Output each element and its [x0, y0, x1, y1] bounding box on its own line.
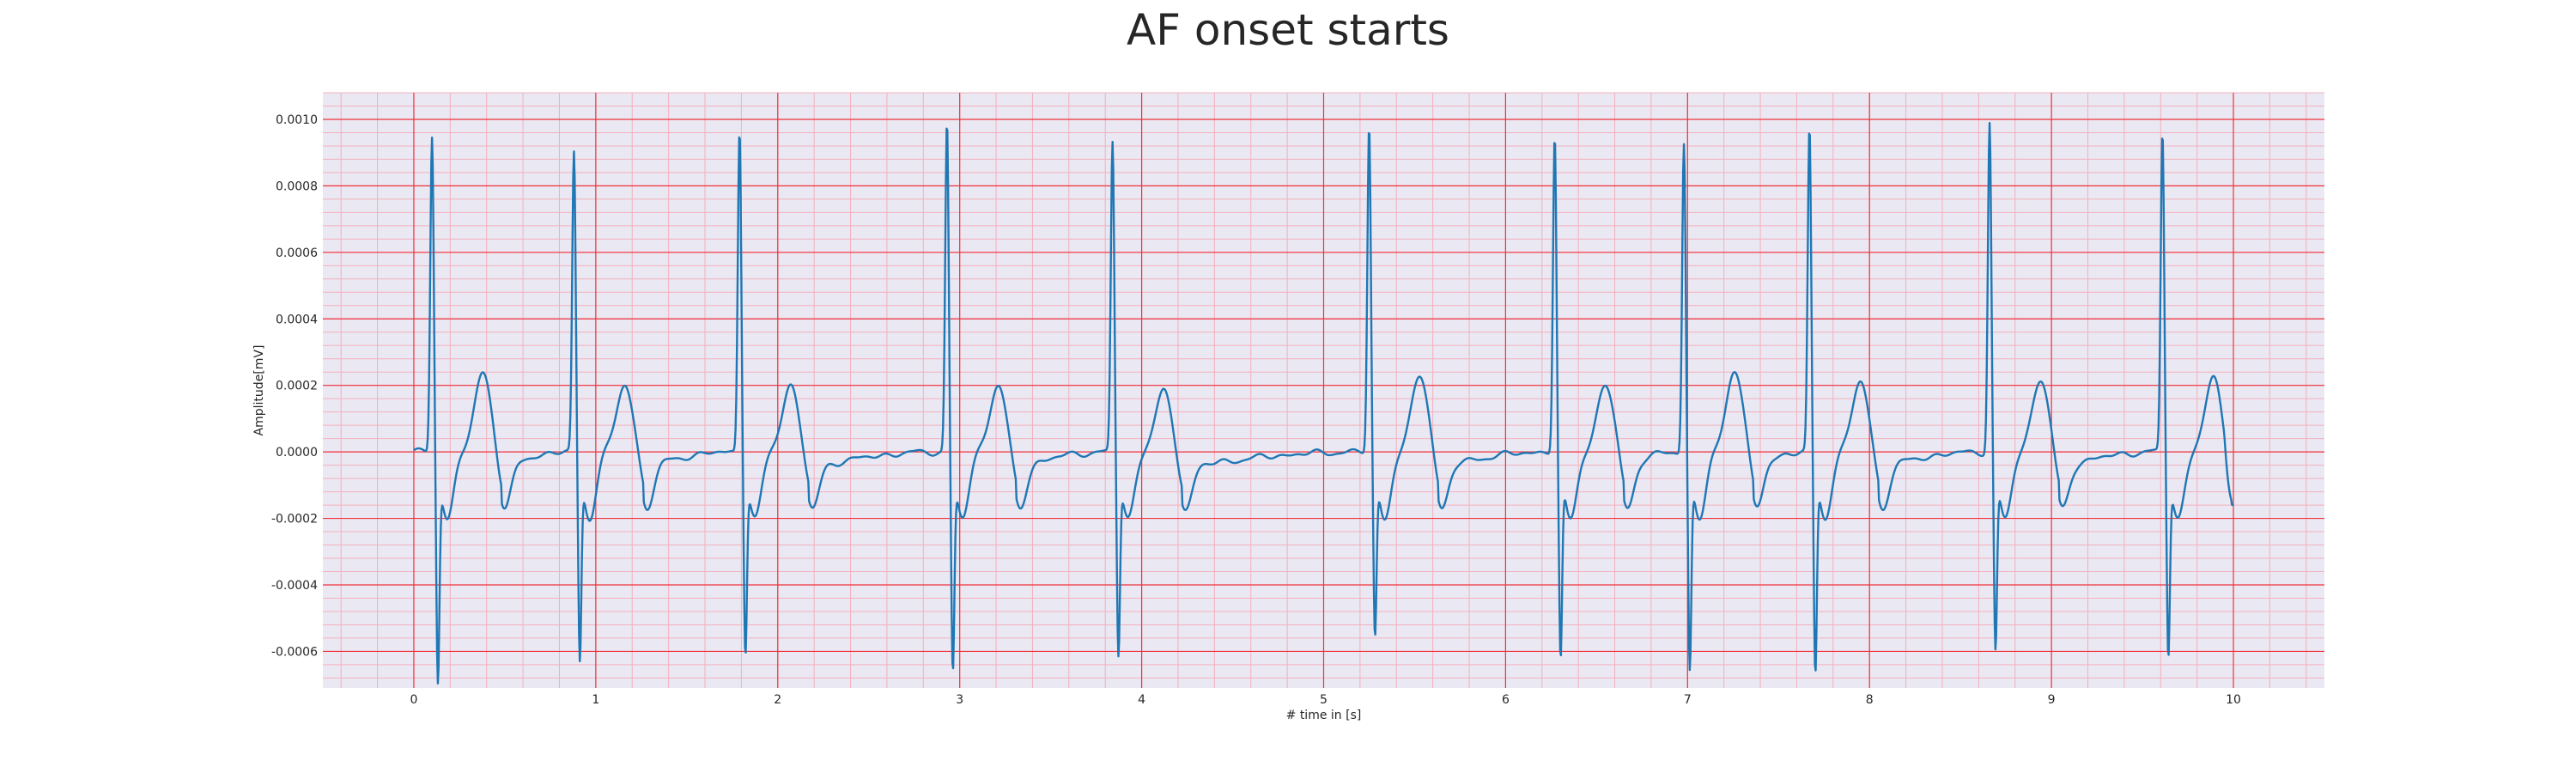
y-tick-label: 0.0002 [276, 380, 318, 393]
x-tick-label: 2 [774, 693, 781, 707]
x-tick-label: 3 [956, 693, 963, 707]
y-axis-label: Amplitude[mV] [252, 345, 266, 436]
y-axis-ticks: -0.0006 -0.0004 -0.0002 0.0000 0.0002 0.0004 0… [271, 113, 318, 659]
x-tick-label: 10 [2226, 693, 2241, 707]
y-tick-label: -0.0002 [271, 513, 318, 526]
y-tick-label: 0.0006 [276, 247, 318, 260]
x-tick-label: 6 [1502, 693, 1510, 707]
y-tick-label: 0.0000 [276, 446, 318, 460]
x-axis-label: # time in [s] [1286, 709, 1362, 722]
chart-title: AF onset starts [1127, 5, 1449, 55]
ecg-signal-line [413, 122, 2234, 685]
major-grid [323, 93, 2324, 688]
y-tick-label: 0.0010 [276, 113, 318, 127]
x-tick-label: 4 [1138, 693, 1145, 707]
x-tick-label: 9 [2048, 693, 2056, 707]
y-tick-label: 0.0008 [276, 180, 318, 193]
x-axis-ticks: 0 1 2 3 4 5 6 7 8 9 10 [410, 693, 2240, 707]
x-tick-label: 8 [1866, 693, 1874, 707]
x-tick-label: 5 [1320, 693, 1327, 707]
x-tick-label: 7 [1684, 693, 1692, 707]
y-tick-label: 0.0004 [276, 313, 318, 326]
x-tick-label: 1 [592, 693, 599, 707]
y-tick-label: -0.0004 [271, 579, 318, 593]
x-tick-label: 0 [410, 693, 417, 707]
y-tick-label: -0.0006 [271, 645, 318, 659]
